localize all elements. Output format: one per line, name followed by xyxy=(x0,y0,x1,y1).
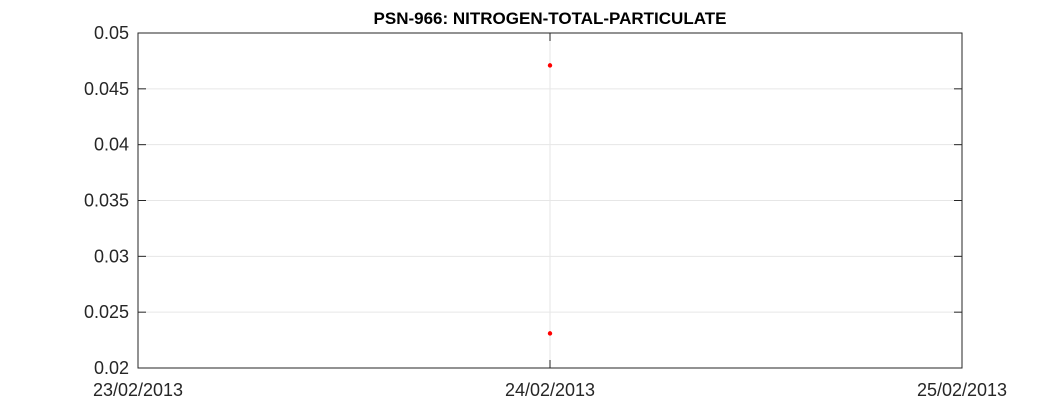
data-point xyxy=(547,331,553,336)
chart-title: PSN-966: NITROGEN-TOTAL-PARTICULATE xyxy=(374,9,727,28)
y-tick-labels: 0.02 0.025 0.03 0.035 0.04 0.045 0.05 xyxy=(84,23,129,378)
tick-marks xyxy=(137,32,963,369)
data-points xyxy=(547,63,553,336)
y-tick-label: 0.035 xyxy=(84,191,129,211)
y-tick-label: 0.04 xyxy=(94,135,129,155)
y-tick-label: 0.02 xyxy=(94,358,129,378)
y-tick-label: 0.05 xyxy=(94,23,129,43)
x-tick-label: 24/02/2013 xyxy=(505,380,595,400)
data-point xyxy=(547,63,553,68)
y-tick-label: 0.025 xyxy=(84,302,129,322)
y-tick-label: 0.03 xyxy=(94,246,129,266)
x-tick-labels: 23/02/2013 24/02/2013 25/02/2013 xyxy=(93,380,1007,400)
x-tick-label: 25/02/2013 xyxy=(917,380,1007,400)
x-tick-label: 23/02/2013 xyxy=(93,380,183,400)
y-tick-label: 0.045 xyxy=(84,79,129,99)
